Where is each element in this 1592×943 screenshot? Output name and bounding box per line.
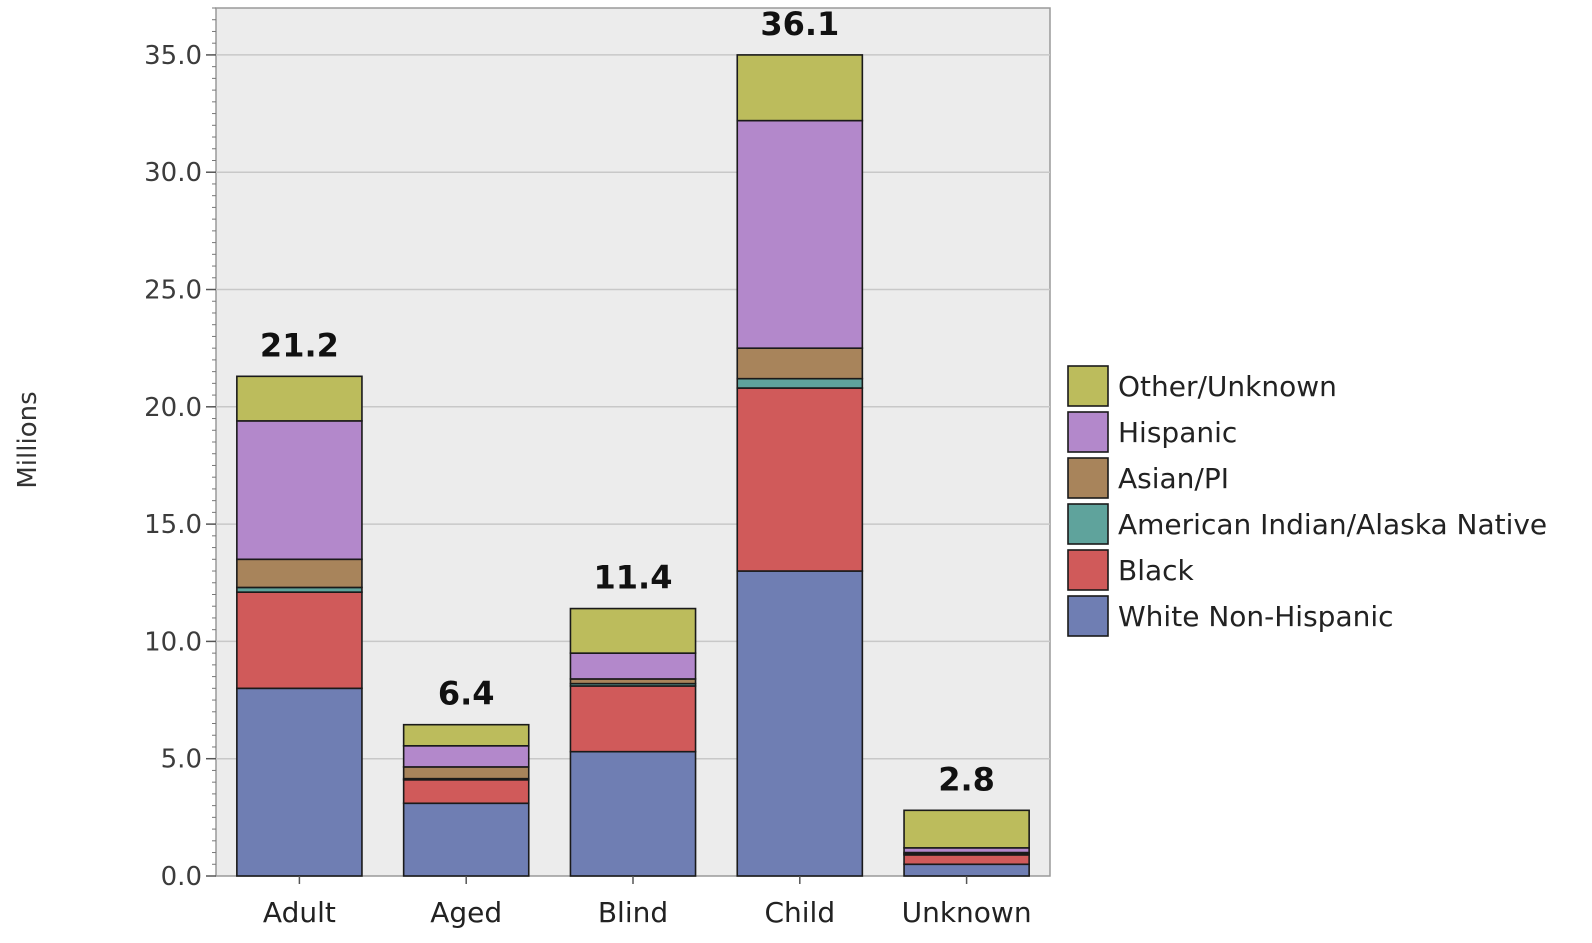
bar-segment <box>736 347 864 380</box>
bar-segment <box>402 744 530 768</box>
bar-segment <box>236 687 363 877</box>
bar-segment <box>236 375 363 422</box>
bar-total-label: 11.4 <box>594 559 673 597</box>
bar-total-label: 36.1 <box>760 5 839 43</box>
y-tick-label: 0.0 <box>161 862 202 892</box>
bar-segment <box>236 591 363 690</box>
bar-segment <box>736 387 864 572</box>
x-tick-label: Adult <box>263 896 336 929</box>
bar-segment <box>736 119 864 349</box>
y-tick-label: 15.0 <box>144 510 202 540</box>
y-axis: 0.0 5.0 10.0 15.0 20.0 25.0 30.0 35.0 <box>144 41 216 892</box>
legend-item-label: Other/Unknown <box>1118 370 1337 403</box>
bar-segment <box>736 570 864 877</box>
x-axis: Adult Aged Blind Child Unknown <box>263 876 1032 929</box>
y-tick-label: 5.0 <box>161 745 202 775</box>
bar-segment <box>402 766 530 780</box>
bar-segment <box>402 779 530 805</box>
x-tick-label: Aged <box>430 896 502 929</box>
bar-segment <box>569 607 697 654</box>
x-tick-label: Unknown <box>902 896 1032 929</box>
bar-total-label: 6.4 <box>438 675 495 713</box>
y-axis-label: Millions <box>13 391 43 488</box>
legend-item-label: Hispanic <box>1118 416 1237 449</box>
bar-segment <box>569 652 697 680</box>
legend-item-label: White Non-Hispanic <box>1118 600 1394 633</box>
bar-segment <box>402 802 530 877</box>
bar-total-label: 21.2 <box>260 326 339 364</box>
bar-segment <box>903 863 1030 877</box>
y-tick-label: 10.0 <box>144 627 202 657</box>
bar-segment <box>736 54 864 122</box>
legend-item-label: Asian/PI <box>1118 462 1229 495</box>
bar-segment <box>903 854 1030 866</box>
bar-segment <box>569 685 697 753</box>
y-tick-label: 25.0 <box>144 276 202 306</box>
bar-segment <box>402 723 530 747</box>
bar-segment <box>903 809 1030 849</box>
bar-segment <box>236 558 363 589</box>
y-minor-ticks <box>212 7 216 877</box>
bar-segment <box>569 750 697 877</box>
x-tick-label: Child <box>764 896 835 929</box>
legend: Other/Unknown Hispanic Asian/PI American In… <box>1067 365 1547 637</box>
legend-swatch <box>1067 549 1109 591</box>
bar-segment <box>236 420 363 561</box>
bar-segment <box>736 377 864 389</box>
y-tick-label: 35.0 <box>144 41 202 71</box>
y-tick-label: 30.0 <box>144 158 202 188</box>
legend-item-label: American Indian/Alaska Native <box>1118 508 1547 541</box>
bars <box>236 54 1030 877</box>
legend-swatch <box>1067 503 1109 545</box>
legend-swatch <box>1067 457 1109 499</box>
bar-totals: 21.2 6.4 11.4 36.1 2.8 <box>260 5 995 798</box>
legend-item-label: Black <box>1118 554 1195 587</box>
x-tick-label: Blind <box>598 896 668 929</box>
legend-swatch <box>1067 411 1109 453</box>
bar-total-label: 2.8 <box>938 760 995 798</box>
legend-swatch <box>1067 595 1109 637</box>
y-tick-label: 20.0 <box>144 393 202 423</box>
legend-swatch <box>1067 365 1109 407</box>
